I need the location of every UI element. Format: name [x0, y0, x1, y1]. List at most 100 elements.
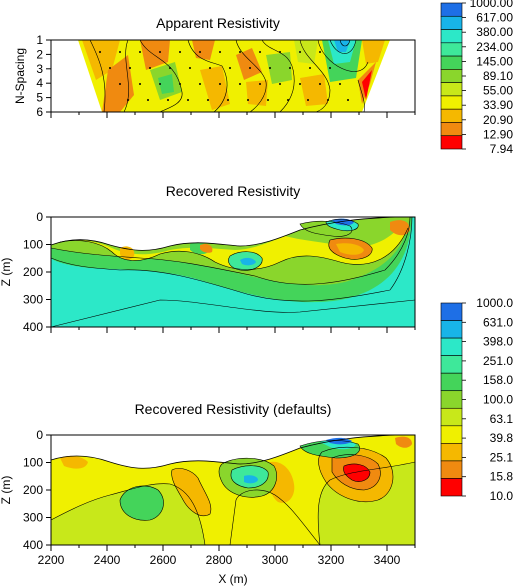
- recovered-conductor: [336, 243, 364, 255]
- panel-3-title: Recovered Resistivity (defaults): [135, 401, 332, 417]
- y-tick-label: 3: [36, 62, 43, 76]
- colorbar-label: 15.8: [490, 470, 514, 484]
- colorbar-swatch: [440, 95, 463, 110]
- colorbar-label: 7.94: [490, 142, 514, 156]
- x-tick-label: 2200: [38, 553, 65, 567]
- y-tick-label: 400: [23, 320, 43, 334]
- colorbar-label: 398.0: [483, 335, 513, 349]
- colorbar-swatch: [440, 15, 463, 30]
- panel-2-xticks: [50, 327, 416, 333]
- recovered-resistor: [240, 257, 256, 266]
- apparent-patch: [246, 80, 268, 106]
- y-tick-label: 1: [36, 33, 43, 47]
- colorbar-label: 20.90: [483, 113, 513, 127]
- colorbar-swatch: [440, 337, 463, 356]
- defaults-conductor: [171, 468, 211, 516]
- panel-1-title: Apparent Resistivity: [156, 15, 280, 31]
- apparent-patch: [294, 40, 318, 64]
- colorbar-swatch: [440, 355, 463, 374]
- apparent-patch: [362, 70, 372, 100]
- colorbar-label: 100.0: [483, 393, 513, 407]
- x-tick-label: 2400: [94, 553, 121, 567]
- recovered-conductor: [390, 220, 410, 236]
- colorbar-swatch: [440, 372, 463, 392]
- y-tick-label: 200: [23, 265, 43, 279]
- panel-apparent-resistivity: Apparent Resistivity N-Spacing: [13, 15, 416, 119]
- apparent-data-points: [99, 51, 349, 101]
- panel-2-title: Recovered Resistivity: [166, 183, 301, 199]
- colorbar-label: 12.90: [483, 127, 513, 141]
- defaults-resistor: [120, 485, 164, 521]
- colorbar-label: 234.00: [476, 40, 513, 54]
- recovered-contours: [50, 216, 416, 328]
- defaults-conductor: [343, 464, 370, 482]
- defaults-contours: [50, 440, 416, 546]
- colorbar-label: 617.00: [476, 11, 513, 25]
- apparent-contours: [89, 39, 369, 113]
- colorbar-label: 380.00: [476, 25, 513, 39]
- colorbar-label: 1000.00: [470, 0, 514, 10]
- colorbar-swatch: [440, 82, 463, 97]
- y-tick-label: 2: [36, 47, 43, 61]
- recovered-layer: [60, 222, 408, 270]
- y-tick-label: 400: [23, 538, 43, 552]
- colorbar-label: 10.0: [490, 489, 514, 503]
- colorbar-swatch: [440, 2, 463, 17]
- colorbar-label: 55.00: [483, 84, 513, 98]
- y-tick-label: 100: [23, 238, 43, 252]
- apparent-patch: [236, 48, 262, 80]
- x-tick-label: 3000: [262, 553, 289, 567]
- apparent-patch: [102, 55, 134, 112]
- colorbar-swatch: [440, 425, 463, 444]
- panel-recovered-defaults: Recovered Resistivity (defaults) Z (m): [0, 401, 416, 586]
- apparent-patch: [362, 40, 385, 64]
- colorbar-label: 25.1: [490, 450, 514, 464]
- defaults-resistor: [244, 475, 258, 484]
- colorbar-swatch: [440, 320, 463, 339]
- panel-1-frame: [50, 39, 416, 113]
- colorbar-swatch: [440, 55, 463, 70]
- x-tick-label: 2600: [150, 553, 177, 567]
- colorbar-label: 1000.0: [476, 296, 513, 310]
- defaults-conductor: [395, 436, 412, 448]
- x-tick-label: 3400: [374, 553, 401, 567]
- apparent-patch: [266, 52, 292, 84]
- y-tick-label: 100: [23, 456, 43, 470]
- y-tick-label: 6: [36, 105, 43, 119]
- colorbar-swatch: [440, 478, 463, 497]
- panel-3-xticks: 2200 2400 2600 2800 3000 3200 3400: [38, 545, 416, 567]
- colorbar-swatch: [440, 135, 463, 150]
- recovered-topography: [50, 216, 401, 251]
- apparent-patch: [158, 74, 174, 94]
- apparent-patch: [200, 66, 230, 110]
- y-tick-label: 0: [36, 428, 43, 442]
- colorbar-swatch: [440, 108, 463, 123]
- x-tick-label: 2800: [206, 553, 233, 567]
- y-tick-label: 5: [36, 91, 43, 105]
- y-tick-label: 0: [36, 210, 43, 224]
- colorbar-swatch: [440, 407, 463, 427]
- colorbar-label: 39.8: [490, 431, 514, 445]
- colorbar-label: 145.00: [476, 54, 513, 68]
- y-tick-label: 300: [23, 511, 43, 525]
- colorbar-swatch: [440, 42, 463, 57]
- panel-1-ylabel: N-Spacing: [13, 48, 27, 104]
- colorbar-label: 251.0: [483, 354, 513, 368]
- colorbar-swatch: [440, 69, 463, 83]
- colorbar-label: 63.1: [490, 412, 514, 426]
- colorbar-label: 33.90: [483, 98, 513, 112]
- y-tick-label: 4: [36, 76, 43, 90]
- y-tick-label: 200: [23, 483, 43, 497]
- panel-2-ylabel: Z (m): [0, 258, 13, 287]
- apparent-patch: [192, 40, 215, 60]
- defaults-conductor: [60, 455, 88, 469]
- colorbar-swatch: [440, 460, 463, 479]
- panel-3-yticks: 0 100 200 300 400: [23, 428, 51, 552]
- apparent-patch: [300, 74, 328, 106]
- apparent-patch: [140, 40, 170, 70]
- colorbar-swatch: [440, 29, 463, 44]
- colorbar-apparent: 1000.00617.00380.00234.00145.0089.1055.0…: [440, 0, 514, 156]
- colorbar-label: 89.10: [483, 69, 513, 83]
